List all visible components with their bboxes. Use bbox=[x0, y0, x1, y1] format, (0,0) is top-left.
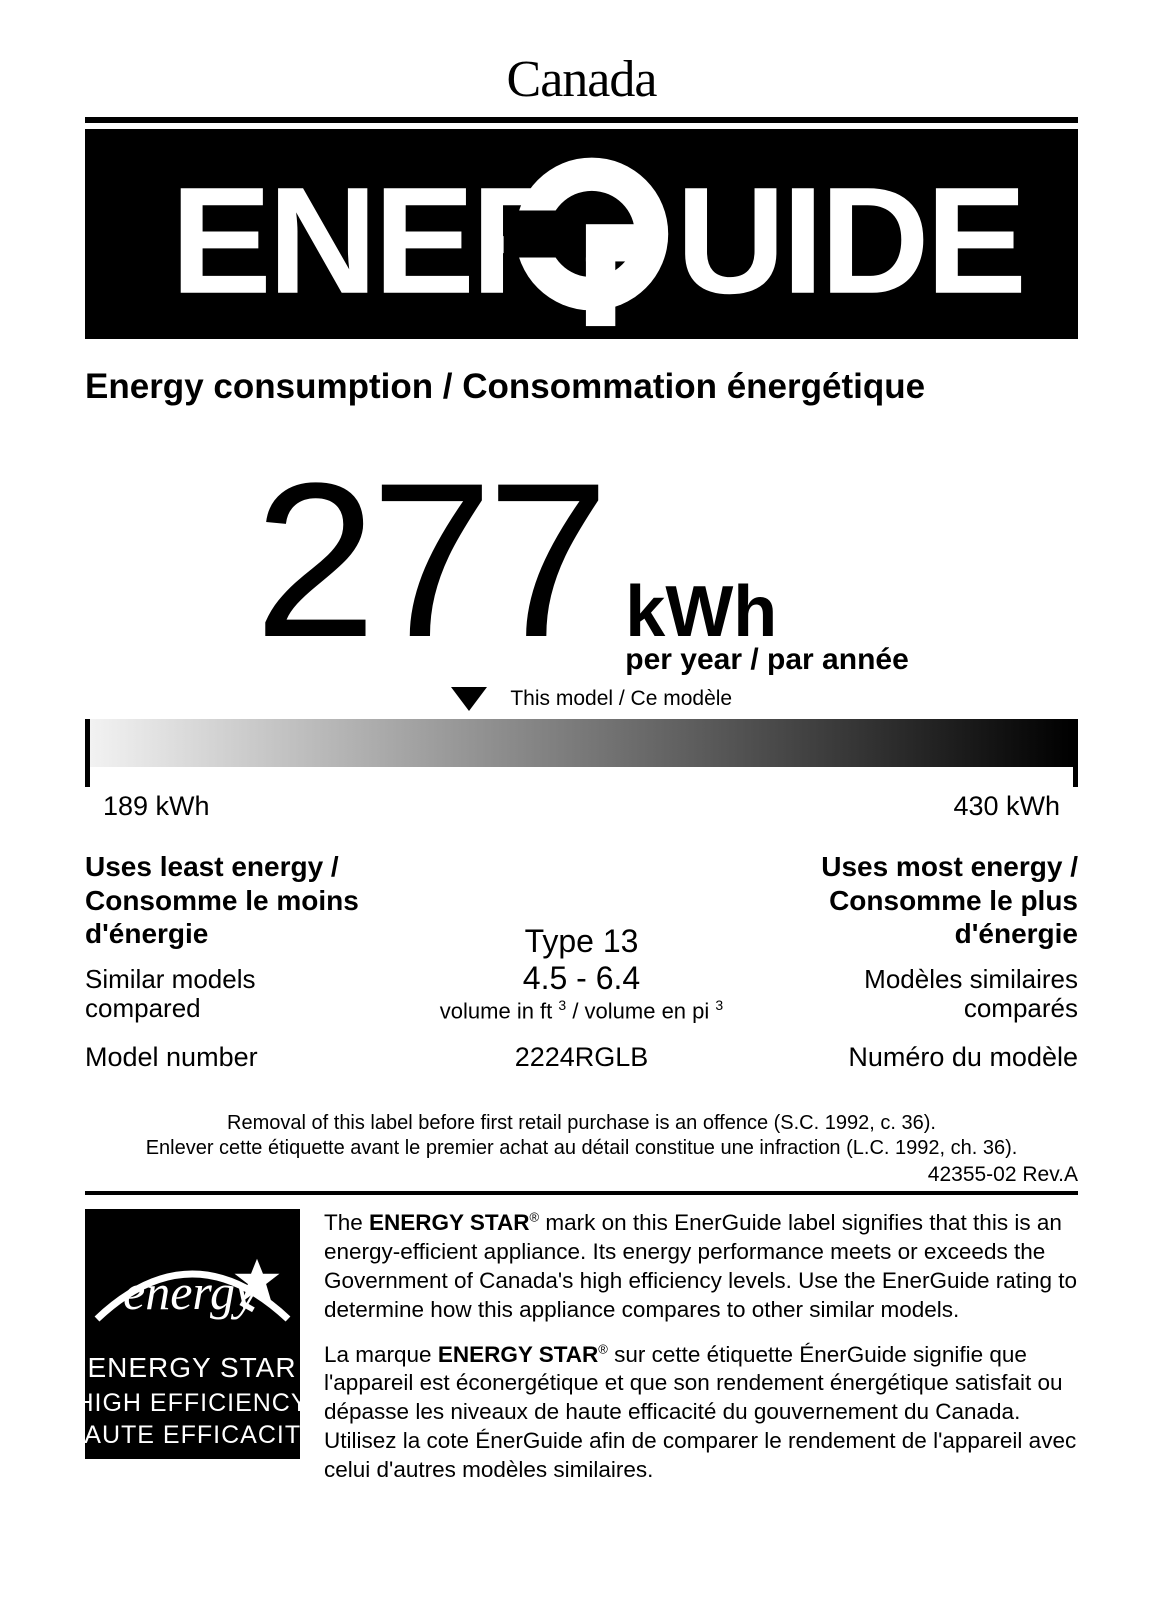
scale-most-2: Consomme le plus bbox=[821, 884, 1078, 918]
svg-text:HAUTE EFFICACITÉ: HAUTE EFFICACITÉ bbox=[85, 1420, 300, 1449]
volume-caption: volume in ft 3 / volume en pi 3 bbox=[440, 997, 723, 1024]
canada-text: Canada bbox=[507, 51, 657, 108]
type-volume: Type 13 4.5 - 6.4 volume in ft 3 / volum… bbox=[440, 923, 723, 1024]
scale-min-label: 189 kWh bbox=[103, 791, 210, 822]
document-number: 42355-02 Rev.A bbox=[85, 1163, 1078, 1187]
scale-labels: 189 kWh 430 kWh bbox=[85, 791, 1078, 822]
consumption-unit: kWh bbox=[625, 580, 908, 645]
similar-fr-1: Modèles similaires bbox=[723, 965, 1078, 995]
model-number-row: Model number 2224RGLB Numéro du modèle bbox=[85, 1042, 1078, 1073]
energuide-right-text: UIDE bbox=[676, 157, 1023, 326]
scale bbox=[85, 719, 1078, 767]
scale-most-1: Uses most energy / bbox=[821, 850, 1078, 884]
energy-star-section: energy ENERGY STAR HIGH EFFICIENCY HAUTE… bbox=[85, 1209, 1078, 1484]
this-model-row: This model / Ce modèle bbox=[85, 687, 1078, 711]
energy-star-para-fr: La marque ENERGY STAR® sur cette étiquet… bbox=[324, 1341, 1078, 1485]
scale-least-2: Consomme le moins bbox=[85, 884, 359, 918]
energy-star-logo: energy ENERGY STAR HIGH EFFICIENCY HAUTE… bbox=[85, 1209, 300, 1464]
scale-least-1: Uses least energy / bbox=[85, 850, 359, 884]
volume-range: 4.5 - 6.4 bbox=[440, 960, 723, 997]
similar-fr-2: comparés bbox=[723, 994, 1078, 1024]
type-label: Type 13 bbox=[440, 923, 723, 960]
scale-max-label: 430 kWh bbox=[953, 791, 1060, 822]
similar-en: Similar models compared bbox=[85, 965, 440, 1025]
scale-least-3: d'énergie bbox=[85, 917, 359, 951]
legal-en: Removal of this label before first retai… bbox=[85, 1111, 1078, 1136]
es-en-pre: The bbox=[324, 1210, 369, 1235]
legal-fr: Enlever cette étiquette avant le premier… bbox=[85, 1136, 1078, 1161]
scale-most: Uses most energy / Consomme le plus d'én… bbox=[821, 850, 1078, 951]
volume-caption-prefix: volume in ft bbox=[440, 998, 553, 1023]
svg-text:HIGH EFFICIENCY: HIGH EFFICIENCY bbox=[85, 1389, 300, 1417]
energuide-banner: ENER UIDE bbox=[85, 129, 1078, 339]
canada-wordmark: Canada bbox=[85, 50, 1078, 109]
svg-text:energy: energy bbox=[123, 1264, 258, 1320]
model-number-label-fr: Numéro du modèle bbox=[648, 1042, 1078, 1073]
pointer-triangle-icon bbox=[451, 687, 487, 711]
svg-text:ENERGY STAR: ENERGY STAR bbox=[87, 1352, 296, 1383]
es-en-brand: ENERGY STAR bbox=[369, 1210, 529, 1235]
es-en-reg: ® bbox=[529, 1210, 539, 1225]
similar-en-1: Similar models bbox=[85, 965, 440, 995]
consumption-period: per year / par année bbox=[625, 643, 908, 677]
this-model-label: This model / Ce modèle bbox=[510, 687, 732, 710]
energy-star-para-en: The ENERGY STAR® mark on this EnerGuide … bbox=[324, 1209, 1078, 1324]
similar-fr: Modèles similaires comparés bbox=[723, 965, 1078, 1025]
subtitle: Energy consumption / Consommation énergé… bbox=[85, 367, 1078, 407]
es-fr-brand: ENERGY STAR bbox=[438, 1342, 598, 1367]
similar-en-2: compared bbox=[85, 994, 440, 1024]
scale-most-3: d'énergie bbox=[821, 917, 1078, 951]
legal-text: Removal of this label before first retai… bbox=[85, 1111, 1078, 1161]
es-fr-pre: La marque bbox=[324, 1342, 438, 1367]
model-number-label-en: Model number bbox=[85, 1042, 515, 1073]
top-rule bbox=[85, 117, 1078, 123]
volume-sup-2: 3 bbox=[715, 997, 723, 1013]
model-number: 2224RGLB bbox=[515, 1042, 649, 1073]
divider bbox=[85, 1191, 1078, 1195]
energuide-logo: ENER UIDE bbox=[102, 129, 1062, 339]
volume-caption-mid: / volume en pi bbox=[566, 998, 709, 1023]
energy-star-text: The ENERGY STAR® mark on this EnerGuide … bbox=[324, 1209, 1078, 1484]
es-fr-reg: ® bbox=[598, 1341, 608, 1356]
consumption-row: 277 kWh per year / par année bbox=[85, 467, 1078, 677]
consumption-value: 277 bbox=[254, 467, 603, 654]
scale-bar bbox=[85, 719, 1078, 767]
consumption-unit-block: kWh per year / par année bbox=[625, 580, 908, 677]
scale-least: Uses least energy / Consomme le moins d'… bbox=[85, 850, 359, 951]
